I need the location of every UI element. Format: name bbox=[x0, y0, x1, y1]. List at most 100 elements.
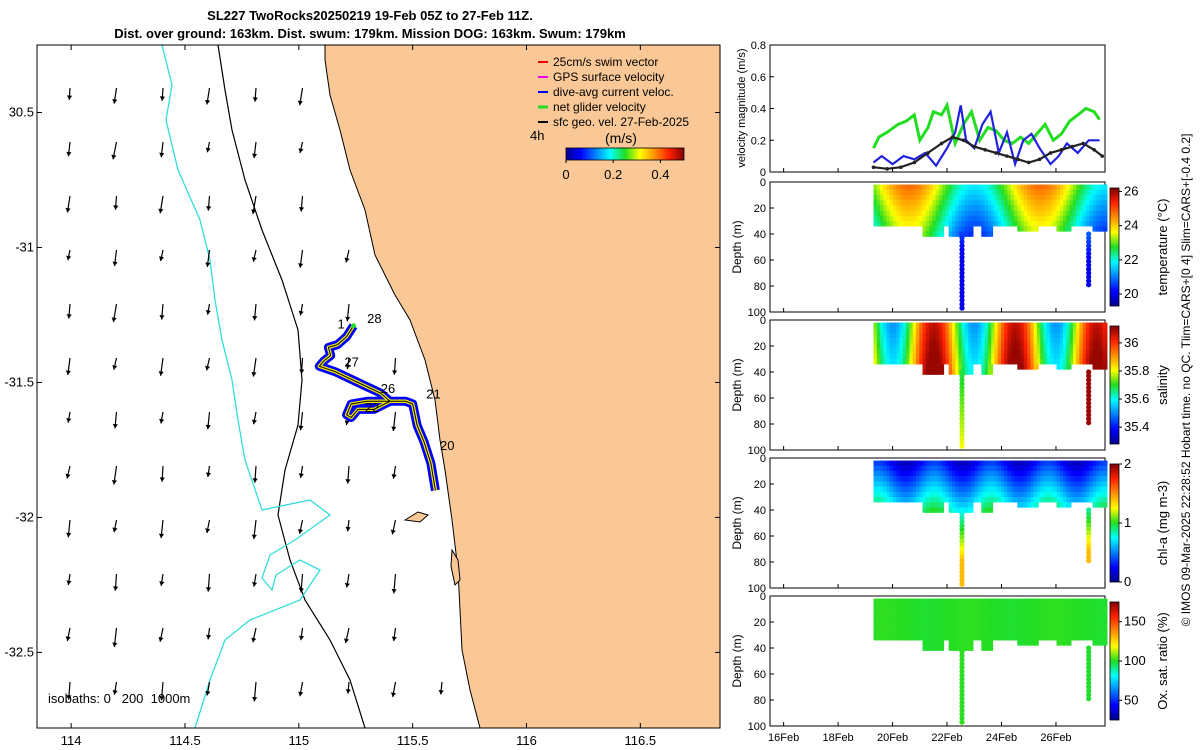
deep-dive-point bbox=[959, 443, 965, 449]
section-cell bbox=[961, 624, 967, 630]
section-cell bbox=[1099, 629, 1105, 636]
section-cell bbox=[942, 343, 948, 349]
section-cell bbox=[1007, 195, 1013, 201]
deep-dive-point bbox=[959, 645, 965, 651]
section-cell bbox=[997, 624, 1003, 630]
section-cell bbox=[935, 507, 941, 513]
deep-dive-point bbox=[959, 416, 965, 422]
deep-dive-point bbox=[1086, 231, 1092, 237]
section-cell bbox=[929, 348, 935, 354]
section-cell bbox=[1036, 195, 1043, 201]
section-cell bbox=[1020, 481, 1026, 487]
section-cell bbox=[1023, 359, 1029, 365]
section-cell bbox=[1030, 338, 1036, 344]
section-cell bbox=[873, 195, 879, 201]
section-cell bbox=[1043, 195, 1049, 201]
section-cell bbox=[919, 184, 925, 190]
section-cell bbox=[1007, 481, 1013, 487]
section-cell bbox=[1050, 210, 1056, 216]
day-label: 21 bbox=[426, 387, 440, 402]
section-cell bbox=[925, 189, 931, 196]
section-cell bbox=[1030, 226, 1036, 232]
section-colorbar bbox=[1109, 325, 1120, 445]
section-cell bbox=[1043, 327, 1049, 334]
section-cell bbox=[1099, 359, 1105, 365]
section-cell bbox=[968, 460, 974, 466]
section-cell bbox=[961, 189, 967, 196]
section-cell bbox=[1023, 635, 1029, 641]
section-cell bbox=[1056, 619, 1062, 625]
section-cell bbox=[1043, 348, 1049, 354]
section-cell bbox=[912, 486, 918, 492]
section-cell bbox=[880, 598, 886, 604]
section-cell bbox=[1056, 195, 1062, 201]
section-cell bbox=[1092, 327, 1098, 334]
section-cell bbox=[942, 486, 948, 492]
section-cell bbox=[889, 221, 895, 227]
section-cell bbox=[1030, 189, 1036, 196]
section-cell bbox=[942, 635, 948, 641]
geo-velocity-arrowhead bbox=[159, 152, 165, 158]
section-cell bbox=[955, 481, 961, 487]
velocity-ytick-label: 0.6 bbox=[751, 72, 766, 84]
section-cell bbox=[873, 200, 879, 206]
section-cell bbox=[1056, 322, 1062, 328]
section-cell bbox=[1095, 502, 1101, 508]
section-cell bbox=[919, 221, 925, 227]
section-cell bbox=[922, 507, 928, 513]
deep-dive-point bbox=[959, 542, 965, 548]
section-cell bbox=[899, 497, 905, 503]
section-cell bbox=[1023, 205, 1029, 211]
section-cell bbox=[1066, 635, 1072, 641]
section-cell bbox=[1056, 364, 1062, 370]
section-cell bbox=[896, 476, 902, 482]
section-cell bbox=[955, 200, 961, 206]
section-cell bbox=[1099, 333, 1105, 339]
section-cell bbox=[1053, 609, 1059, 615]
section-cell bbox=[1066, 195, 1072, 201]
section-cell bbox=[916, 609, 922, 615]
deep-dive-point bbox=[959, 400, 965, 406]
deep-dive-point bbox=[1086, 523, 1092, 529]
section-cell bbox=[935, 205, 941, 211]
section-cell bbox=[1082, 598, 1088, 604]
section-cell bbox=[896, 353, 902, 360]
section-cell bbox=[948, 507, 954, 513]
section-cell bbox=[919, 481, 925, 487]
section-cell bbox=[958, 481, 964, 487]
section-cell bbox=[1082, 327, 1088, 334]
map-xtick-label: 114 bbox=[61, 733, 82, 748]
section-cell bbox=[965, 200, 971, 206]
section-cell bbox=[1066, 338, 1072, 344]
section-cell bbox=[965, 221, 971, 227]
section-cell bbox=[1036, 603, 1043, 610]
section-cell bbox=[873, 609, 879, 615]
section-cell bbox=[1023, 338, 1029, 344]
section-cell bbox=[919, 327, 925, 334]
section-cell bbox=[1072, 609, 1079, 615]
section-cell bbox=[938, 460, 945, 466]
time-axis: 16Feb 18Feb 20Feb 22Feb 24Feb 26Feb bbox=[768, 168, 1072, 744]
section-cell bbox=[984, 195, 990, 201]
section-cell bbox=[958, 189, 964, 196]
section-cell bbox=[906, 200, 912, 206]
section-cell bbox=[1059, 460, 1065, 466]
section-cell bbox=[1033, 614, 1039, 620]
section-cell bbox=[1095, 619, 1101, 625]
section-cell bbox=[1072, 353, 1079, 360]
section-cell bbox=[997, 353, 1003, 360]
section-cell bbox=[906, 348, 912, 354]
section-cell bbox=[965, 598, 971, 604]
section-cell bbox=[965, 497, 971, 503]
section-colorbar-tick-label: 100 bbox=[1124, 653, 1146, 668]
section-cell bbox=[1017, 210, 1023, 216]
section-cell bbox=[1017, 486, 1023, 492]
section-cell bbox=[1056, 640, 1062, 646]
section-cell bbox=[984, 486, 990, 492]
section-cell bbox=[981, 338, 987, 344]
section-cell bbox=[899, 205, 905, 211]
section-cell bbox=[1092, 497, 1098, 503]
section-cell bbox=[1033, 195, 1039, 201]
section-cell bbox=[942, 603, 948, 610]
section-cell bbox=[1059, 471, 1065, 477]
